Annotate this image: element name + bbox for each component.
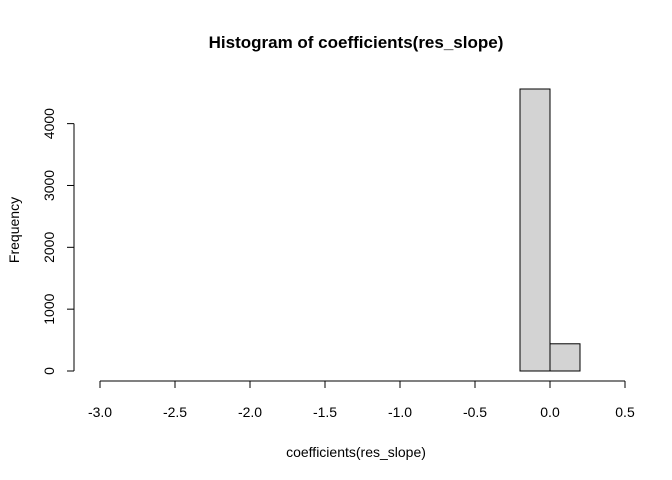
histogram-bar-14 [519, 88, 551, 372]
x-tick-label-3: -1.5 [313, 404, 337, 420]
y-tick-label-4: 4000 [41, 108, 57, 139]
histogram-bars [519, 88, 581, 372]
y-tick-label-2: 2000 [41, 232, 57, 263]
x-tick-label-2: -2.0 [238, 404, 262, 420]
x-tick-label-0: -3.0 [88, 404, 112, 420]
histogram-bar-15 [549, 343, 581, 372]
y-axis-label: Frequency [6, 197, 22, 263]
x-tick-label-5: -0.5 [463, 404, 487, 420]
chart-title: Histogram of coefficients(res_slope) [209, 33, 504, 52]
x-tick-label-6: 0.0 [540, 404, 560, 420]
x-tick-label-1: -2.5 [163, 404, 187, 420]
y-tick-label-0: 0 [41, 367, 57, 375]
x-tick-label-4: -1.0 [388, 404, 412, 420]
x-tick-label-7: 0.5 [615, 404, 635, 420]
y-tick-label-1: 1000 [41, 293, 57, 324]
x-axis-label: coefficients(res_slope) [286, 444, 426, 460]
y-tick-label-3: 3000 [41, 170, 57, 201]
x-axis: -3.0 -2.5 -2.0 -1.5 -1.0 -0.5 0.0 0.5 [88, 380, 635, 420]
y-axis: 0 1000 2000 3000 4000 [41, 108, 75, 375]
